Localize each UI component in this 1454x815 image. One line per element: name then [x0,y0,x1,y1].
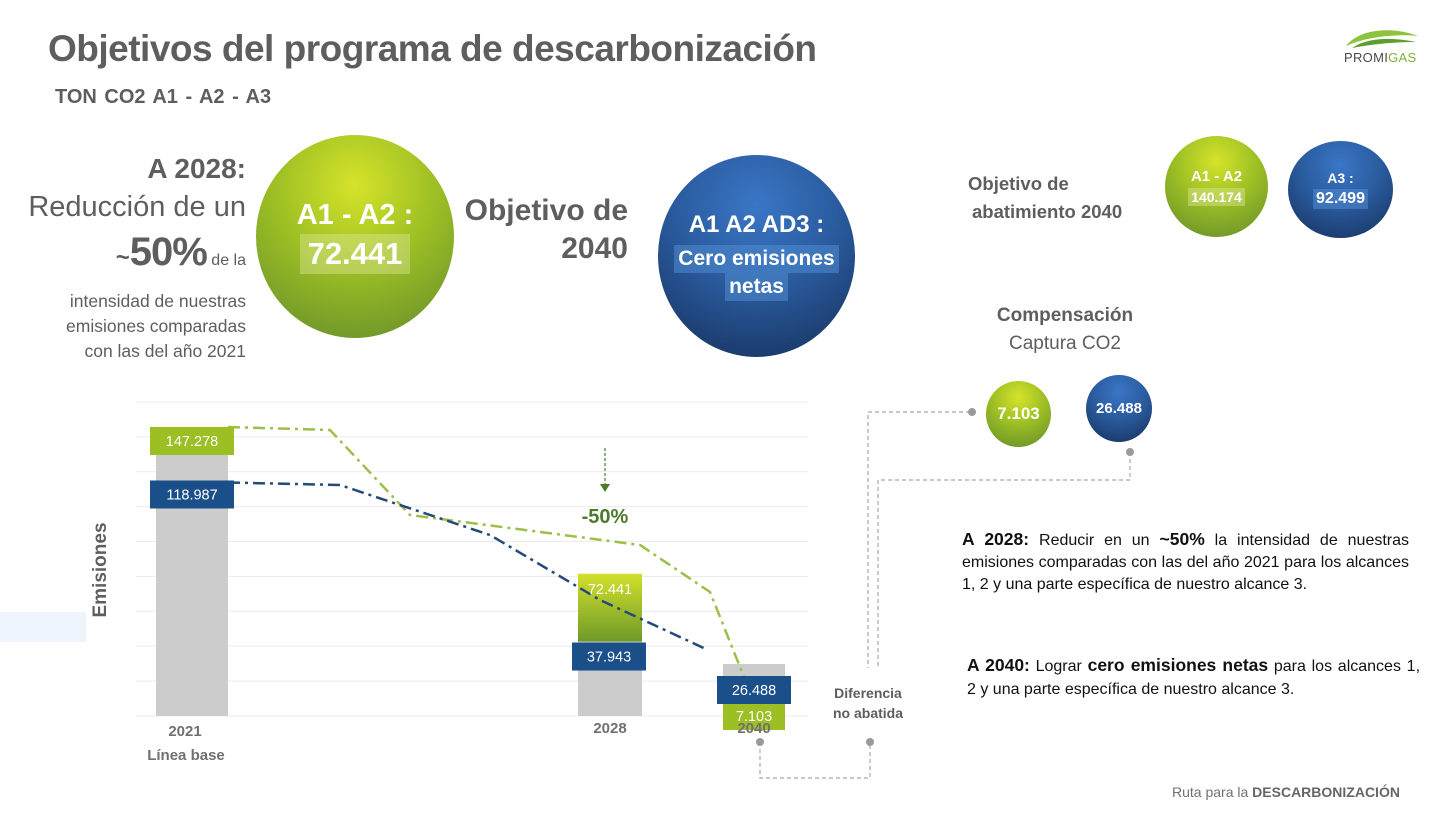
extra-label-line2: no abatida [833,705,903,721]
bar-total-2021 [156,426,228,716]
target-2028-heading: A 2028: [147,153,246,184]
annotation-arrowhead [600,484,610,492]
circle-2028-value: 72.441 [299,234,411,274]
x-tick-label-2040: 2040 [737,720,770,737]
data-label-series2-2028-box [572,642,646,671]
emissions-chart: Emisiones 147.278 118.987 72.441 37.943 7.103… [90,401,903,764]
abatement-heading: Objetivo de abatimiento 2040 [968,173,1123,222]
bar-green-2028 [578,573,642,642]
trend-line-green [227,425,756,703]
data-label-series2-2021: 118.987 [166,487,217,503]
compensation-heading: Compensación Captura CO2 [996,305,1134,354]
target-2028-percent: 50% [129,230,208,274]
data-label-series2-2021-box [150,480,234,509]
data-label-series2-2040: 26.488 [732,683,776,699]
x-tick-label-2028: 2028 [593,720,626,737]
target-2028-description: intensidad de nuestras emisiones compara… [66,291,246,361]
logo-text: PROMIGAS [1344,50,1417,65]
data-label-series2-2028: 37.943 [587,650,631,666]
circle-2040-label: A1 A2 AD3 : [688,211,825,238]
circle-2040-value-line2: netas [725,273,788,301]
target-2028-summary: A 2028: Reducción de un ~50% de la inten… [10,150,246,364]
leaf-icon [1346,30,1418,48]
connector-lines [756,408,1134,779]
x-tick-sublabel-2021: Línea base [147,747,225,764]
promigas-logo: PROMIGAS [1338,26,1422,72]
circle-compensation-green: 7.103 [986,381,1051,447]
footer-text: Ruta para la DESCARBONIZACIÓN [1172,784,1400,800]
circle-2040-value-line1: Cero emisiones [674,245,839,273]
data-label-series2-2040-box [717,676,791,704]
data-label-series1-2040: 7.103 [736,709,772,725]
data-label-series1-2040-box [723,702,785,731]
circle-2028-label: A1 - A2 : [296,199,414,231]
page-subtitle: TON CO2 A1 - A2 - A3 [55,86,272,108]
data-label-series1-2028: 72.441 [588,582,632,598]
y-axis-label: Emisiones [90,522,111,617]
page-title: Objetivos del programa de descarbonizaci… [48,28,817,69]
target-2028-line1: Reducción de un [28,191,246,223]
circle-abatement-a1a2: A1 - A2 140.174 [1165,136,1268,237]
x-tick-label-2021: 2021 [168,723,201,740]
paragraph-2040: A 2040: Lograr cero emisiones netas para… [967,655,1421,698]
side-tab [0,612,86,642]
annotation-minus-50: -50% [582,506,629,528]
data-label-series1-2021: 147.278 [166,434,218,450]
extra-label-line1: Diferencia [834,685,902,701]
circle-2040-target: A1 A2 AD3 : Cero emisiones netas [658,155,855,357]
circle-compensation-blue: 26.488 [1086,375,1152,442]
data-label-series1-2021-box [150,426,234,455]
paragraph-2028: A 2028: Reducir en un ~50% la intensidad… [962,529,1410,593]
target-2028-percent-line: ~50% de la [115,230,246,274]
circle-abatement-a3: A3 : 92.499 [1288,141,1393,238]
objective-2040-heading: Objetivo de 2040 [464,194,628,265]
circle-2028-target: A1 - A2 : 72.441 [256,135,454,338]
